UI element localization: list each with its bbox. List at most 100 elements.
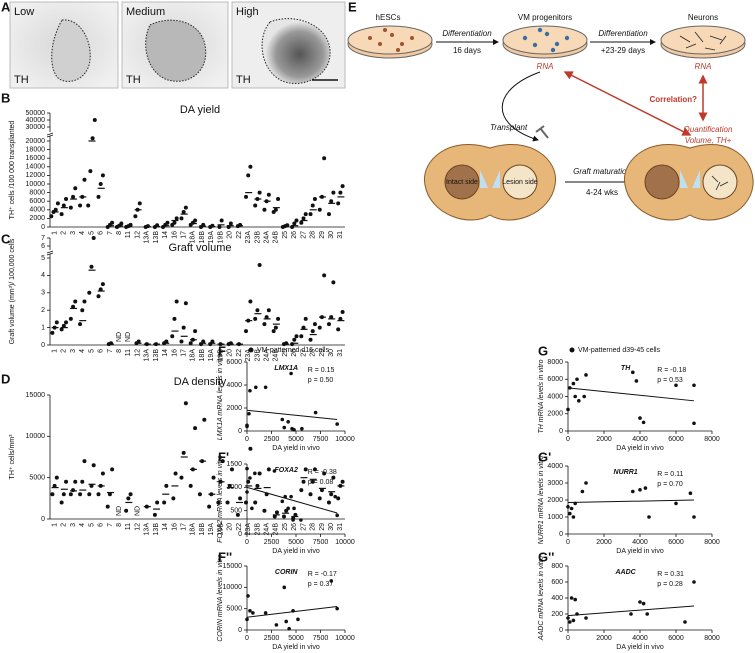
data-point <box>247 411 251 416</box>
data-point <box>238 496 243 501</box>
y-axis-label: TH⁺ cells/mm³ <box>9 434 16 480</box>
annotation: ND <box>134 506 141 516</box>
y-tick-label: 16000 <box>26 155 46 162</box>
data-point <box>674 383 678 388</box>
data-point <box>575 377 579 382</box>
data-point <box>338 190 343 195</box>
x-tick-label: 23A <box>245 523 252 536</box>
x-tick-label: 29 <box>319 523 326 531</box>
x-tick-label: 1 <box>51 231 58 235</box>
data-point <box>183 301 188 306</box>
data-point <box>171 496 176 501</box>
statistic: p = 0.37 <box>308 581 334 588</box>
panel-label: A <box>1 0 11 14</box>
trend-line <box>567 387 695 402</box>
data-point <box>61 203 66 208</box>
data-point <box>136 339 141 344</box>
x-tick-label: 11 <box>125 523 132 530</box>
syringe <box>535 125 549 139</box>
stage-label: hESCs <box>376 13 401 22</box>
data-point <box>100 282 105 287</box>
y-tick-label: 7 <box>41 235 45 242</box>
data-point <box>312 322 317 327</box>
statistic: p = 0.70 <box>657 481 683 488</box>
data-point <box>274 623 279 627</box>
data-point <box>284 619 289 624</box>
data-point <box>235 512 240 517</box>
data-point <box>59 212 64 217</box>
data-point <box>105 504 110 509</box>
data-point <box>692 421 696 426</box>
data-point <box>78 203 83 208</box>
data-point <box>64 197 69 202</box>
striatum <box>502 164 538 200</box>
data-point <box>317 496 322 501</box>
y-tick-label: 15000 <box>223 563 243 570</box>
data-point <box>227 483 232 488</box>
data-point <box>82 299 87 304</box>
data-point <box>280 499 285 504</box>
dish <box>502 25 588 55</box>
data-point <box>91 236 96 240</box>
data-point <box>338 316 343 321</box>
x-tick-label: 13B <box>153 523 160 536</box>
data-point <box>248 609 252 613</box>
x-tick-label: 24A <box>263 349 270 362</box>
x-tick-label: 7500 <box>313 635 329 642</box>
step-label: Graft maturation <box>573 167 631 176</box>
data-point <box>87 492 92 497</box>
x-tick-label: 11 <box>125 231 132 238</box>
data-point <box>216 500 221 505</box>
y-tick-label: 5 <box>41 255 45 262</box>
x-tick-label: 7 <box>107 231 114 235</box>
y-tick-label: 2000 <box>547 411 563 418</box>
trend-line <box>567 499 695 504</box>
data-point <box>641 420 646 425</box>
data-point <box>262 322 267 327</box>
graft-outline <box>261 18 331 84</box>
data-point <box>300 426 304 431</box>
data-point <box>273 325 278 330</box>
data-point <box>98 287 103 292</box>
x-tick-label: 5000 <box>288 539 304 546</box>
data-point <box>244 500 249 505</box>
panel-label: E <box>348 0 357 14</box>
x-tick-label: 14 <box>162 349 169 357</box>
data-point <box>133 214 138 219</box>
data-point <box>301 216 306 221</box>
dish <box>347 25 433 55</box>
y-axis-label: TH mRNA levels in vitro <box>538 359 545 433</box>
y-tick-label: 10000 <box>26 433 46 440</box>
cells <box>522 27 570 53</box>
data-point <box>80 479 85 484</box>
y-tick-label: 0 <box>238 531 242 538</box>
striatum <box>644 164 680 200</box>
gene-title: FOXA2 <box>275 467 298 474</box>
data-point <box>674 501 678 506</box>
ventricle <box>480 170 500 188</box>
x-tick-label: 18A <box>190 523 197 536</box>
stage-label: Neurons <box>688 13 718 22</box>
x-tick-label: 3 <box>70 523 77 527</box>
stage-label: VM progenitors <box>518 13 572 22</box>
data-point <box>282 585 287 590</box>
legend-marker <box>248 347 254 353</box>
data-point <box>207 504 212 509</box>
data-point <box>312 467 317 472</box>
statistic: R = 0.31 <box>657 571 684 578</box>
y-axis-label: TH⁺ cells /100 000 transplanted <box>9 121 16 220</box>
data-point <box>244 329 249 334</box>
x-tick-label: 13A <box>144 523 151 536</box>
data-point <box>164 339 169 344</box>
data-point <box>244 194 249 199</box>
data-point <box>301 325 306 330</box>
y-tick-label: 4000 <box>547 463 563 470</box>
data-point <box>281 514 286 519</box>
data-point <box>89 264 94 269</box>
y-tick-label: 3 <box>41 290 45 297</box>
annotation: ND <box>116 332 123 342</box>
data-point <box>73 299 78 304</box>
x-axis-label: DA yield in vivo <box>616 445 664 452</box>
axis-break <box>46 132 54 136</box>
x-tick-label: 19B <box>217 523 224 536</box>
